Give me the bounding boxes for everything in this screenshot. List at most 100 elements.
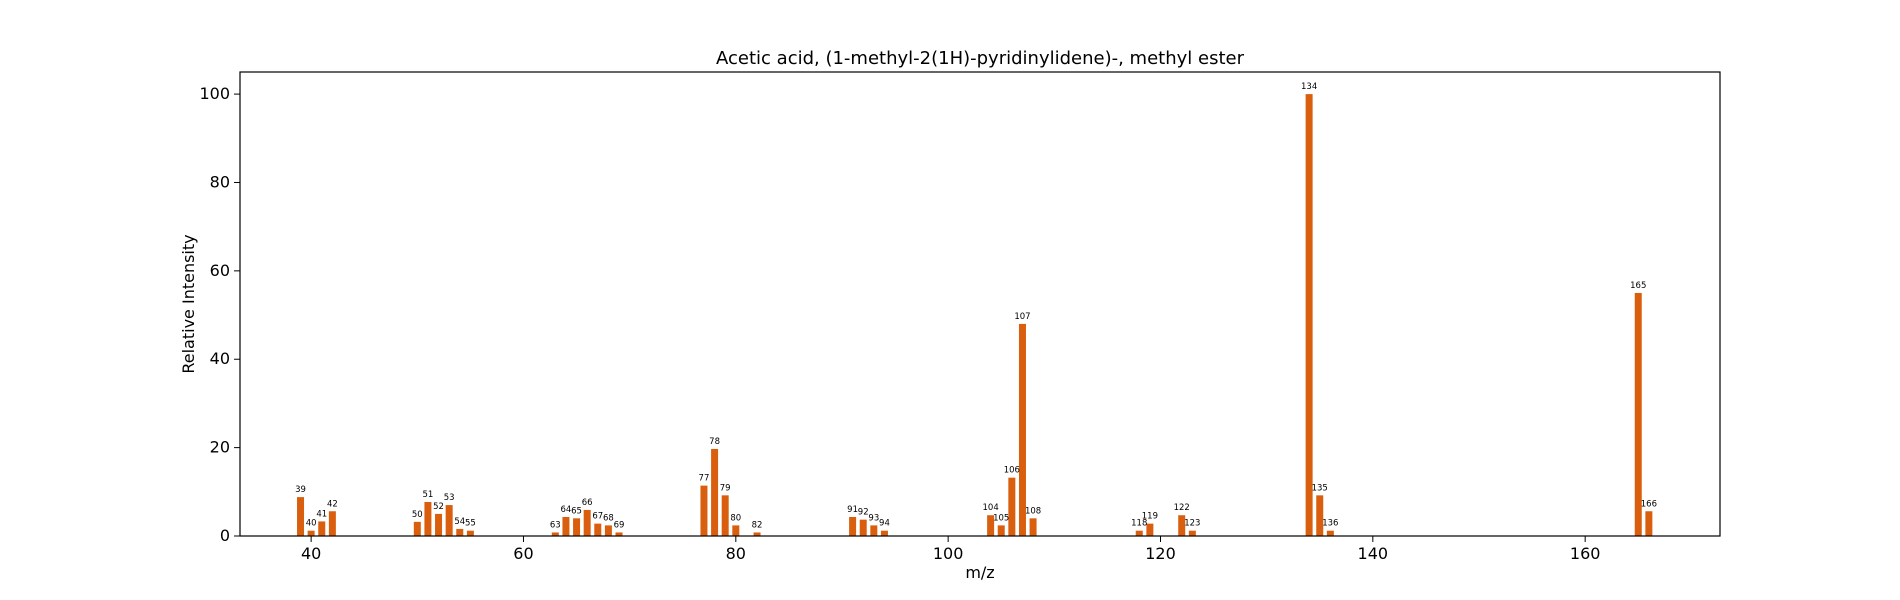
peak-bar-135 [1316,495,1324,536]
peak-bar-63 [551,532,559,536]
peak-bar-39 [297,497,305,536]
peak-label-79: 79 [720,483,731,493]
peak-label-67: 67 [592,512,603,522]
peak-label-165: 165 [1630,281,1646,291]
peak-bar-136 [1326,530,1334,536]
x-tick-label: 100 [933,544,964,563]
peak-label-104: 104 [983,503,999,513]
peak-label-77: 77 [699,474,710,484]
x-tick-label: 160 [1570,544,1601,563]
peak-label-65: 65 [571,506,582,516]
peak-bar-68 [604,525,612,536]
peak-label-122: 122 [1174,503,1190,513]
peak-bar-92 [859,519,867,536]
peak-label-50: 50 [412,510,423,520]
peak-bar-122 [1178,515,1186,536]
peak-label-53: 53 [444,493,455,503]
x-tick-label: 60 [513,544,533,563]
peak-bar-91 [849,517,857,536]
peak-bar-67 [594,523,602,536]
peak-bar-77 [700,485,708,536]
peak-bar-93 [870,525,878,536]
peak-label-136: 136 [1322,519,1338,529]
peak-bar-52 [435,513,443,536]
peak-label-93: 93 [868,513,879,523]
peak-bar-55 [466,530,474,536]
peak-bar-123 [1188,530,1196,536]
peak-label-108: 108 [1025,506,1041,516]
peak-label-51: 51 [423,490,434,500]
y-tick-label: 60 [210,261,230,280]
y-axis-label: Relative Intensity [179,234,198,373]
peak-label-123: 123 [1184,519,1200,529]
peak-label-40: 40 [306,519,317,529]
peak-label-80: 80 [730,513,741,523]
peak-label-69: 69 [614,520,625,530]
peak-bar-66 [583,509,591,536]
peak-bar-64 [562,517,570,536]
x-tick-label: 140 [1358,544,1389,563]
peak-label-82: 82 [752,520,763,530]
peak-label-118: 118 [1131,519,1147,529]
y-tick-label: 20 [210,438,230,457]
chart-title: Acetic acid, (1-methyl-2(1H)-pyridinylid… [716,48,1245,69]
x-tick-label: 80 [726,544,746,563]
peak-label-166: 166 [1641,499,1657,509]
y-tick-label: 0 [220,526,230,545]
peak-bar-82 [753,532,761,536]
peak-label-39: 39 [295,485,306,495]
peak-label-68: 68 [603,513,614,523]
peak-bar-69 [615,532,623,536]
peak-bar-119 [1146,523,1154,536]
peak-label-42: 42 [327,499,338,509]
peak-label-107: 107 [1014,312,1030,322]
peak-label-106: 106 [1004,466,1020,476]
x-tick-label: 40 [301,544,321,563]
peak-label-52: 52 [433,502,444,512]
peak-bar-40 [307,530,315,536]
peak-bar-54 [456,528,464,536]
peak-bar-166 [1645,511,1653,536]
peak-bar-53 [445,505,453,536]
peak-bar-42 [328,511,336,536]
peak-bar-118 [1135,530,1143,536]
bars-layer [297,94,1653,536]
peak-label-91: 91 [847,505,858,515]
peak-label-135: 135 [1312,483,1328,493]
x-tick-label: 120 [1145,544,1176,563]
peak-label-134: 134 [1301,82,1317,92]
peak-label-66: 66 [582,498,593,508]
peak-label-119: 119 [1142,512,1158,522]
peak-bar-65 [573,518,581,536]
peak-label-92: 92 [858,508,869,518]
x-axis-label: m/z [965,563,994,582]
peak-bar-134 [1305,94,1313,536]
peak-bar-105 [997,525,1005,536]
peak-bar-78 [711,448,719,536]
peak-bar-80 [732,525,740,536]
plot-frame [239,71,1721,537]
y-tick-label: 80 [210,172,230,191]
peak-bar-165 [1634,292,1642,536]
peak-label-41: 41 [316,509,327,519]
peak-label-54: 54 [454,517,465,527]
y-tick-label: 100 [199,84,230,103]
peak-bar-106 [1008,477,1016,536]
peak-bar-94 [880,530,888,536]
peak-label-64: 64 [561,505,572,515]
peak-bar-104 [987,515,995,536]
peak-bar-41 [318,521,326,536]
y-tick-label: 40 [210,349,230,368]
x-axis: 40 60 80 100 120 140 160 [301,536,1600,563]
peak-label-78: 78 [709,437,720,447]
peak-bar-51 [424,501,432,536]
peak-bar-107 [1018,323,1026,536]
peak-label-105: 105 [993,513,1009,523]
peak-bar-79 [721,495,729,536]
peak-label-94: 94 [879,519,890,529]
peak-label-63: 63 [550,520,561,530]
peak-label-55: 55 [465,519,476,529]
y-axis: 0 20 40 60 80 100 [199,84,240,545]
